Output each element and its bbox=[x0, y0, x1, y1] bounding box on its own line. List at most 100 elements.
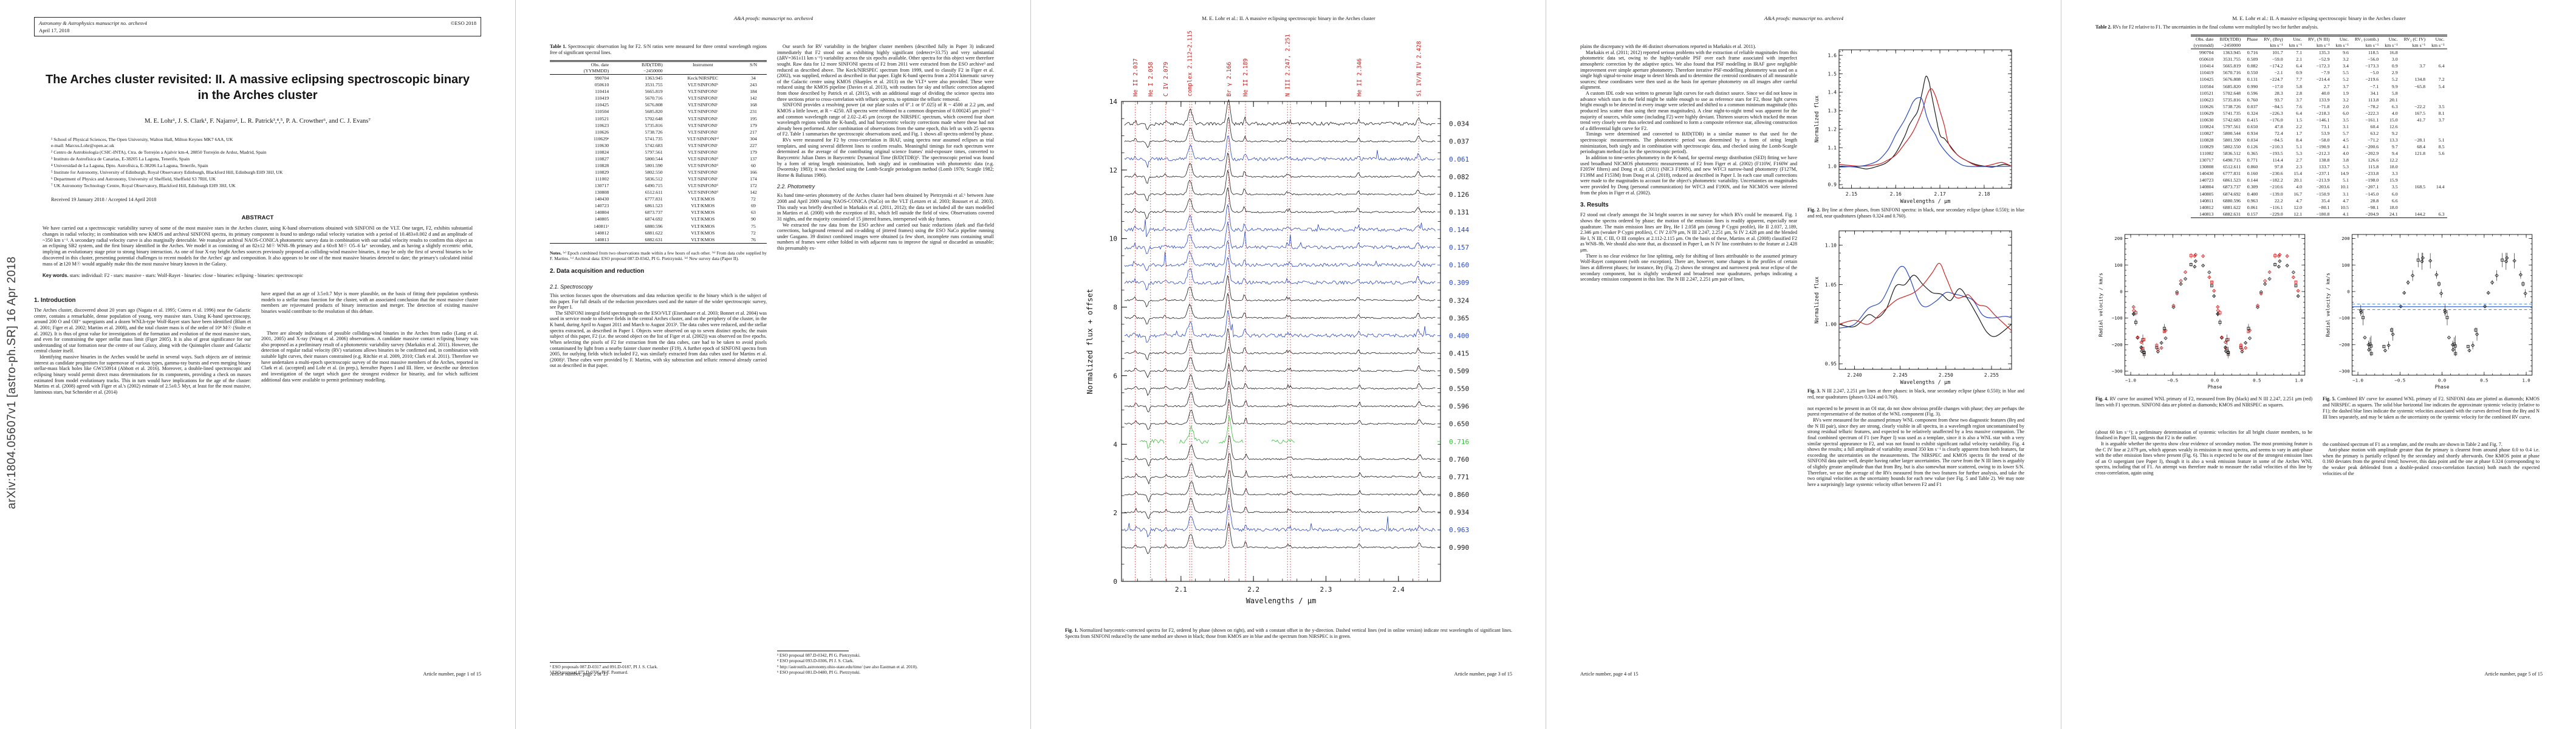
svg-text:0.716: 0.716 bbox=[1449, 438, 1469, 446]
body-paragraph: (about 60 km s⁻¹); a preliminary determi… bbox=[2095, 429, 2312, 441]
table-row: 111002 5836.512 0.365 −193.5 5.3 −212.3 4.0 −20… bbox=[2199, 151, 2445, 157]
svg-text:14: 14 bbox=[1109, 98, 1118, 106]
svg-text:0.550: 0.550 bbox=[1449, 385, 1469, 393]
svg-text:Si IV/N IV 2.428: Si IV/N IV 2.428 bbox=[1416, 41, 1422, 97]
svg-text:2.1: 2.1 bbox=[1175, 586, 1187, 594]
body-paragraph: The Arches cluster, discovered about 20 … bbox=[34, 307, 251, 354]
footnote: ¹ ESO proposals 087.D-0317 and 091.D-018… bbox=[550, 663, 658, 669]
body-paragraph: not expected to be present in an OI star… bbox=[1807, 405, 2024, 417]
svg-text:1.10: 1.10 bbox=[1825, 242, 1837, 248]
body-paragraph: Timings were determined and converted to… bbox=[1580, 131, 1797, 155]
body-paragraph: Identifying massive binaries in the Arch… bbox=[34, 354, 251, 395]
body-paragraph: We extracted the raw data from the ESO a… bbox=[777, 222, 994, 252]
footnote-rule bbox=[550, 662, 622, 663]
svg-text:2.250: 2.250 bbox=[1939, 372, 1953, 378]
svg-text:0.034: 0.034 bbox=[1449, 120, 1469, 128]
body-paragraph: F2 stood out clearly amongst the 34 brig… bbox=[1580, 212, 1797, 253]
manuscript-id: Astronomy & Astrophysics manuscript no. … bbox=[39, 20, 147, 26]
footnotes-left: ¹ ESO proposals 087.D-0317 and 091.D-018… bbox=[550, 662, 767, 676]
running-head: A&A proofs: manuscript no. archesv4 bbox=[733, 15, 814, 21]
table-row: 140811 6880.596 0.963 22.2 4.7 35.4 4.7 28.8 6.6 bbox=[2199, 197, 2398, 204]
body-paragraph: Our search for RV variability in the bri… bbox=[777, 44, 994, 102]
svg-text:1.0: 1.0 bbox=[2295, 377, 2303, 383]
svg-text:0.0: 0.0 bbox=[2211, 377, 2219, 383]
table-row: 110623 5735.816 VLT/SINFONIᶜ 179 bbox=[595, 122, 757, 128]
footnote: ⁶ ESO proposal 081.D-0480, PI G. Pietrzy… bbox=[777, 669, 861, 676]
table-row: 140804 6873.737 0.309 −210.6 4.0 −203.6 10.1 −2… bbox=[2199, 184, 2445, 190]
figure2-brgamma-line-plot: 2.15 2.16 2.17 2.18 0.9 1.0 1.1 1.2 1.3 1.4 1.5 1.6… bbox=[1814, 49, 2012, 205]
page-footer: Article number, page 3 of 15 bbox=[1454, 671, 1512, 677]
svg-text:2.16: 2.16 bbox=[1890, 191, 1902, 197]
body-paragraph: The SINFONI integral field spectrograph … bbox=[550, 310, 767, 369]
svg-text:He II 2.037: He II 2.037 bbox=[1132, 58, 1139, 97]
svg-text:0.365: 0.365 bbox=[1449, 314, 1469, 322]
affiliation-item: ⁷ UK Astronomy Technology Centre, Royal … bbox=[51, 183, 236, 189]
table-row: 140812 6881.622 VLT/KMOS 72 bbox=[594, 230, 756, 236]
table-row: 110521 5702.648 VLT/SINFONIᶜ 195 bbox=[595, 115, 757, 122]
page4-right-column: 2.15 2.16 2.17 2.18 0.9 1.0 1.1 1.2 1.3 1.4 1.5 1.6… bbox=[1807, 44, 2024, 676]
affiliation-item: ⁴ Universidad de La Laguna, Dpto. Astrof… bbox=[51, 163, 208, 169]
table-row: 140804 6873.737 VLT/KMOS 63 bbox=[594, 210, 756, 216]
table-row: 110414 5665.819 0.082 −174.2 6.4 −172.3 3.4 −17… bbox=[2199, 63, 2445, 69]
svg-text:0.9: 0.9 bbox=[1828, 182, 1837, 188]
keywords: Key words. stars: individual: F2 - stars… bbox=[43, 273, 303, 279]
svg-text:−200: −200 bbox=[2112, 342, 2123, 347]
page-footer: Article number, page 1 of 15 bbox=[423, 671, 481, 677]
svg-text:−0.5: −0.5 bbox=[2394, 377, 2405, 383]
svg-text:200: 200 bbox=[2341, 236, 2349, 241]
table-row: 140723 6861.523 VLT/KMOS 69 bbox=[594, 203, 756, 209]
figure4-caption: Fig. 4. RV curve for assumed WNL primary… bbox=[2095, 395, 2312, 408]
abstract-text: We have carried out a spectroscopic vari… bbox=[43, 225, 473, 267]
keywords-label: Key words. bbox=[43, 273, 69, 279]
svg-text:2: 2 bbox=[1113, 509, 1117, 517]
footnote: ³ ESO proposal 087.D-0342, PI G. Pietrzy… bbox=[777, 652, 861, 658]
svg-text:Radial velocity / km/s: Radial velocity / km/s bbox=[2098, 273, 2103, 337]
svg-text:0.760: 0.760 bbox=[1449, 456, 1469, 464]
svg-text:0.596: 0.596 bbox=[1449, 403, 1469, 411]
body-paragraph: It is arguable whether the spectra show … bbox=[2095, 440, 2312, 476]
manuscript-date: April 17, 2018 bbox=[39, 27, 70, 34]
svg-text:Phase: Phase bbox=[2435, 385, 2450, 390]
table-row: 110630 5742.683 VLT/SINFONIᶜ 227 bbox=[595, 142, 757, 148]
svg-text:0.157: 0.157 bbox=[1449, 244, 1469, 252]
svg-text:0.990: 0.990 bbox=[1449, 544, 1469, 552]
affiliation-item: ³ Instituto de Astrofísica de Canarias, … bbox=[51, 156, 190, 162]
paper-title: The Arches cluster revisited: II. A mass… bbox=[45, 73, 470, 103]
table-row: 140813 6882.631 VLT/KMOS 76 bbox=[594, 236, 756, 242]
page-footer: Article number, page 5 of 15 bbox=[2484, 671, 2543, 677]
table-row: 140723 6861.523 0.144 −182.2 20.1 −213.9 5.1 −1… bbox=[2199, 177, 2398, 183]
svg-text:0.934: 0.934 bbox=[1449, 508, 1469, 516]
table-row: 110630 5742.683 0.415 −176.0 1.5 −146.1 3.5 −16… bbox=[2199, 117, 2445, 123]
table-row: 111002 5836.512 VLT/SINFONIᶜ 174 bbox=[595, 176, 757, 182]
svg-text:100: 100 bbox=[2114, 262, 2122, 268]
svg-text:−100: −100 bbox=[2339, 315, 2350, 321]
table-row: 110827 5800.544 VLT/SINFONIᵈ 137 bbox=[595, 156, 757, 162]
svg-text:0.963: 0.963 bbox=[1449, 526, 1469, 534]
running-head: M. E. Lohr et al.: II. A massive eclipsi… bbox=[2232, 15, 2406, 21]
svg-text:Radial velocity / km/s: Radial velocity / km/s bbox=[2325, 273, 2331, 337]
body-paragraph: Markakis et al. (2011; 2012) reported se… bbox=[1580, 49, 1797, 91]
svg-text:0.415: 0.415 bbox=[1449, 349, 1469, 357]
table2-rv-measurements: Obs. date BJD(TDB) Phase RV₁ (Brγ) Unc. RV₁ (… bbox=[2190, 35, 2448, 218]
table-row: 140430 6777.831 0.160 −230.6 15.4 −237.1 14.9−… bbox=[2199, 171, 2398, 177]
svg-text:0.082: 0.082 bbox=[1449, 173, 1469, 181]
affiliation-item: ⁵ Institute for Astronomy, University of… bbox=[51, 169, 283, 176]
table-header-row: (YYMMDD) −2450000 bbox=[583, 68, 663, 74]
svg-text:2.17: 2.17 bbox=[1934, 191, 1945, 197]
svg-text:−1.0: −1.0 bbox=[2352, 377, 2363, 383]
svg-text:Normalized flux: Normalized flux bbox=[1814, 95, 1820, 143]
svg-text:1.00: 1.00 bbox=[1825, 321, 1837, 327]
section-heading-data: 2. Data acquisition and reduction bbox=[550, 267, 645, 275]
table-row: 140805 6874.692 VLT/KMOS 90 bbox=[594, 216, 756, 222]
table-row: 130808 6512.611 VLT/SINFONIᵈ 142 bbox=[594, 190, 757, 196]
svg-text:1.0: 1.0 bbox=[1828, 163, 1837, 169]
table1-caption: Table 1. Spectroscopic observation log f… bbox=[550, 44, 767, 55]
svg-text:0.0: 0.0 bbox=[2438, 377, 2446, 383]
svg-text:2.255: 2.255 bbox=[1984, 372, 1999, 378]
subsection-heading-photometry: 2.2. Photometry bbox=[777, 183, 815, 190]
table-row: 050610 3531.755 0.509 −59.0 2.1 −52.9 3.2 −56.0… bbox=[2199, 56, 2398, 63]
body-paragraph: Anti-phase motion with amplitude greater… bbox=[2323, 447, 2540, 476]
table-row: 130808 6512.611 0.860 97.8 2.3 133.7 5.3 115.8 1… bbox=[2199, 164, 2398, 170]
svg-text:−300: −300 bbox=[2112, 368, 2123, 374]
table-row: 110414 5665.819 VLT/SINFONIᶜ 184 bbox=[595, 89, 757, 95]
